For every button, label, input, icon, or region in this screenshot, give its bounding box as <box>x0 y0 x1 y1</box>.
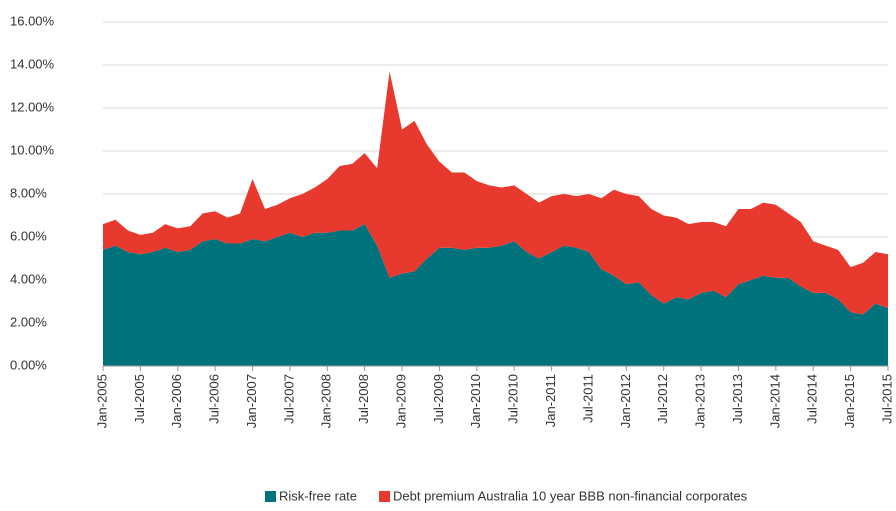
x-tick-label: Jan-2015 <box>842 374 857 428</box>
x-tick-label: Jul-2006 <box>207 374 222 424</box>
y-tick-label: 2.00% <box>10 314 47 329</box>
x-tick-label: Jul-2007 <box>281 374 296 424</box>
x-tick-label: Jan-2005 <box>94 374 109 428</box>
x-tick-label: Jul-2015 <box>879 374 894 424</box>
y-tick-label: 4.00% <box>10 271 47 286</box>
x-tick-label: Jan-2010 <box>468 374 483 428</box>
x-tick-label: Jul-2013 <box>730 374 745 424</box>
y-tick-label: 10.00% <box>10 142 55 157</box>
y-tick-label: 0.00% <box>10 357 47 372</box>
x-tick-label: Jan-2011 <box>543 374 558 427</box>
y-tick-label: 16.00% <box>10 13 55 28</box>
y-tick-label: 12.00% <box>10 99 55 114</box>
y-tick-label: 14.00% <box>10 56 55 71</box>
x-tick-label: Jul-2010 <box>506 374 521 424</box>
x-tick-label: Jan-2006 <box>169 374 184 428</box>
area <box>103 71 888 315</box>
x-tick-label: Jan-2014 <box>767 374 782 428</box>
legend-swatch <box>379 491 391 502</box>
x-tick-label: Jul-2014 <box>805 374 820 424</box>
legend-label: Risk-free rate <box>279 488 357 503</box>
y-tick-label: 8.00% <box>10 185 47 200</box>
x-tick-label: Jul-2009 <box>431 374 446 424</box>
legend-label: Debt premium Australia 10 year BBB non-f… <box>393 488 748 503</box>
x-tick-label: Jul-2005 <box>132 374 147 424</box>
x-tick-label: Jan-2012 <box>618 374 633 428</box>
x-tick-label: Jan-2008 <box>319 374 334 428</box>
area <box>103 224 888 366</box>
x-tick-label: Jul-2012 <box>655 374 670 424</box>
y-tick-label: 6.00% <box>10 228 47 243</box>
legend-swatch <box>265 491 276 502</box>
x-tick-label: Jul-2008 <box>356 374 371 424</box>
x-tick-label: Jan-2007 <box>244 374 259 428</box>
x-tick-label: Jan-2013 <box>693 374 708 428</box>
x-tick-label: Jul-2011 <box>580 374 595 423</box>
x-tick-label: Jan-2009 <box>393 374 408 428</box>
